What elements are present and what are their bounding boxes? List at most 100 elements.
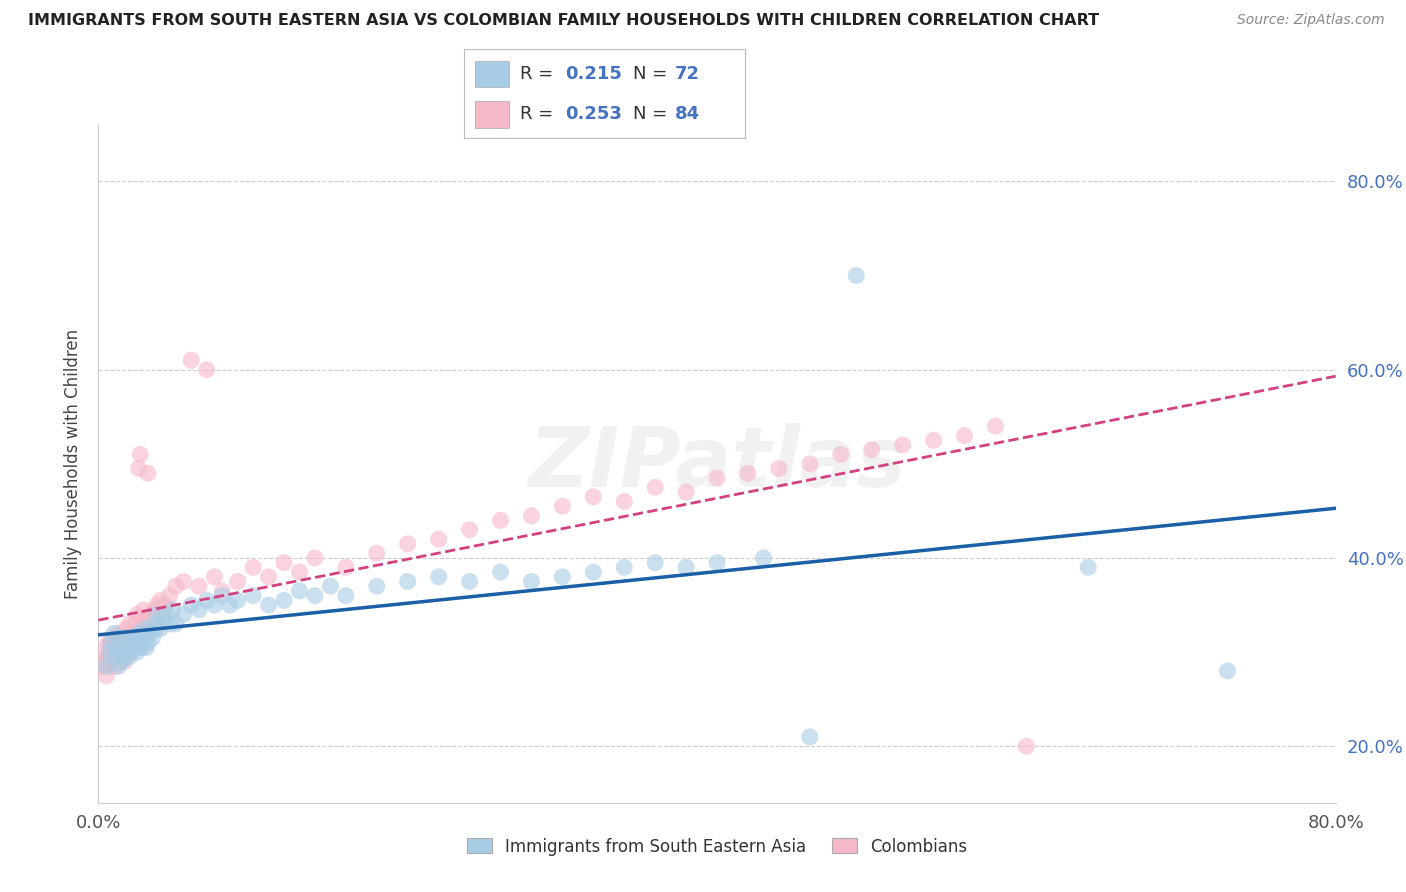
Point [159,589,181,603]
Point [799,730,821,744]
Text: 0.253: 0.253 [565,105,621,123]
Point [737,467,759,481]
Point [165,579,187,593]
Point [135,640,157,655]
Point [304,589,326,603]
Point [103,649,125,664]
FancyBboxPatch shape [475,101,509,128]
Text: Source: ZipAtlas.com: Source: ZipAtlas.com [1237,13,1385,28]
Point [319,579,342,593]
Point [146,598,169,612]
Point [195,362,218,376]
Point [115,631,138,645]
Point [127,645,149,659]
Point [120,645,142,659]
Point [97,636,120,650]
Point [128,626,150,640]
Point [115,622,138,636]
Point [257,598,280,612]
Point [124,636,146,650]
Point [675,560,697,574]
Point [112,640,135,655]
Text: R =: R = [520,105,554,123]
Point [98,645,121,659]
Point [111,645,134,659]
Point [108,655,131,669]
Point [165,616,187,631]
Point [101,640,124,655]
Point [845,268,868,283]
Point [132,631,155,645]
Point [117,645,139,659]
Point [675,485,697,500]
Point [204,570,226,584]
Point [159,616,181,631]
Point [136,467,159,481]
Point [520,508,543,523]
Point [149,622,172,636]
Text: ZIPatlas: ZIPatlas [529,424,905,504]
Point [143,616,166,631]
Point [1216,664,1239,678]
Point [335,560,357,574]
Point [131,640,153,655]
Point [131,612,153,626]
Point [114,649,136,664]
Point [984,419,1007,434]
Point [96,659,118,673]
Point [118,636,141,650]
Point [1015,739,1038,754]
Point [103,649,125,664]
Point [219,598,242,612]
Point [304,551,326,566]
Point [335,589,357,603]
Point [115,631,138,645]
Point [114,636,136,650]
Point [149,593,172,607]
Point [111,631,134,645]
Point [107,626,129,640]
Point [180,598,202,612]
Point [124,616,146,631]
Point [366,579,388,593]
Point [146,607,169,622]
Point [108,631,131,645]
Point [366,546,388,560]
Text: N =: N = [633,105,666,123]
Point [118,649,141,664]
Point [953,428,976,442]
Point [132,603,155,617]
Point [860,442,883,457]
Point [145,622,167,636]
Point [396,537,419,551]
Point [226,574,249,589]
Point [273,556,295,570]
Point [195,593,218,607]
Point [551,570,574,584]
Point [117,645,139,659]
Point [799,457,821,471]
Point [129,636,152,650]
Point [134,622,156,636]
Point [613,494,636,508]
Point [613,560,636,574]
Point [153,598,176,612]
Point [706,471,728,485]
Point [752,551,775,566]
Point [891,438,914,452]
Point [582,490,605,504]
Point [489,565,512,579]
Point [108,640,131,655]
Point [120,640,142,655]
Point [121,626,143,640]
Point [105,636,128,650]
Point [129,447,152,461]
Point [211,584,233,599]
Point [288,565,311,579]
Point [107,659,129,673]
Point [115,640,138,655]
Point [257,570,280,584]
Point [101,655,124,669]
Point [103,631,125,645]
Point [427,570,450,584]
